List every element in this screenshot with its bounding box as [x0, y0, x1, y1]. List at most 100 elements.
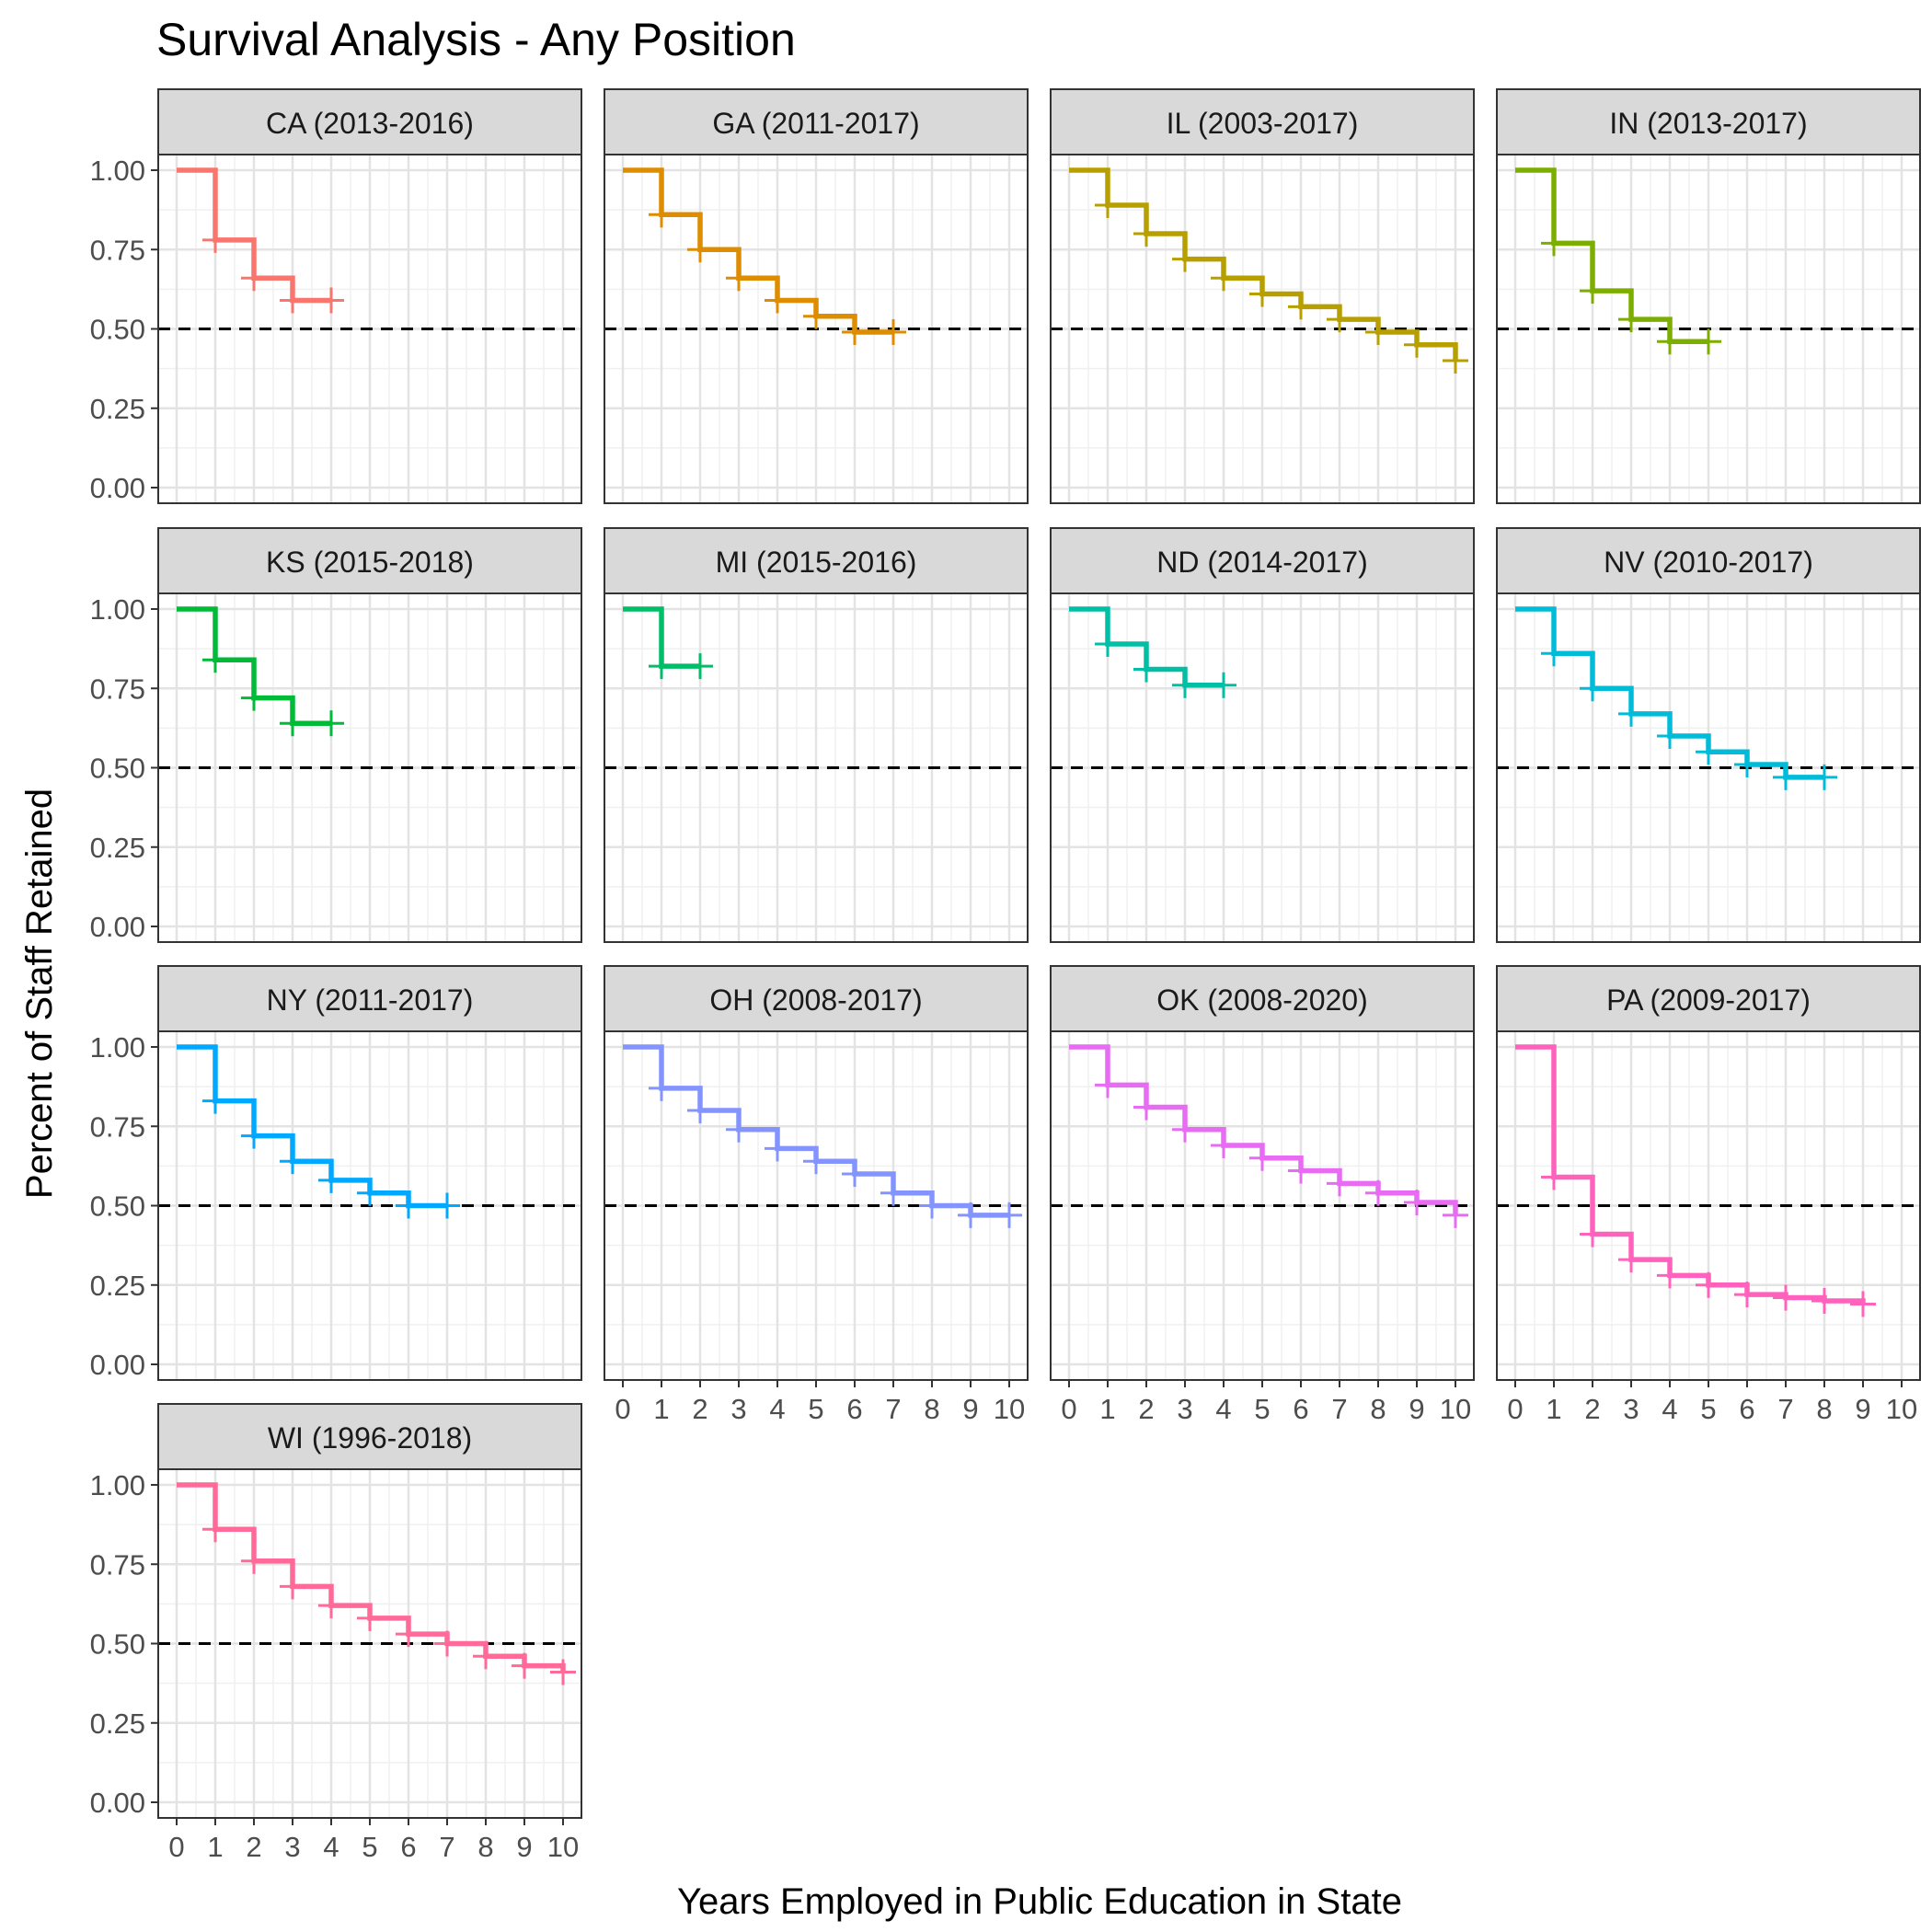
facet-strip-label: IN (2013-2017) — [1609, 107, 1807, 140]
y-tick-label: 0.50 — [90, 1628, 145, 1661]
y-tick-label: 0.75 — [90, 673, 145, 705]
x-tick-label: 6 — [400, 1831, 416, 1863]
facet-strip-label: IL (2003-2017) — [1167, 107, 1359, 140]
x-tick-label: 8 — [1370, 1393, 1386, 1425]
y-tick-label: 0.00 — [90, 1349, 145, 1381]
x-tick-label: 1 — [1546, 1393, 1561, 1425]
facet-strip-label: NV (2010-2017) — [1604, 546, 1813, 579]
facet-panel: OH (2008-2017) 0 1 2 3 4 5 6 7 8 9 10 — [604, 965, 1029, 1425]
facet-strip-label: GA (2011-2017) — [712, 107, 919, 140]
y-tick-label: 0.75 — [90, 234, 145, 266]
facet-strip-label: WI (1996-2018) — [268, 1421, 472, 1455]
x-tick-label: 5 — [808, 1393, 823, 1425]
x-tick-label: 8 — [924, 1393, 939, 1425]
x-tick-label: 3 — [1177, 1393, 1192, 1425]
x-tick-label: 8 — [1816, 1393, 1832, 1425]
y-axis-label: Percent of Staff Retained — [19, 788, 60, 1199]
x-tick-label: 5 — [362, 1831, 377, 1863]
x-tick-label: 10 — [1440, 1393, 1471, 1425]
x-tick-label: 2 — [246, 1831, 261, 1863]
facet-strip — [1496, 965, 1921, 1032]
x-tick-label: 1 — [653, 1393, 669, 1425]
y-tick-label: 0.75 — [90, 1110, 145, 1143]
x-tick-label: 0 — [1507, 1393, 1523, 1425]
panel-border — [1496, 592, 1921, 943]
x-tick-label: 1 — [207, 1831, 223, 1863]
y-tick-label: 0.75 — [90, 1548, 145, 1581]
x-tick-label: 3 — [284, 1831, 300, 1863]
y-tick-label: 0.25 — [90, 393, 145, 425]
x-tick-label: 9 — [962, 1393, 978, 1425]
x-tick-label: 0 — [615, 1393, 630, 1425]
x-tick-label: 4 — [323, 1831, 339, 1863]
y-tick-label: 1.00 — [90, 593, 145, 626]
x-tick-label: 10 — [994, 1393, 1025, 1425]
x-tick-label: 4 — [1662, 1393, 1677, 1425]
panel-border — [1496, 154, 1921, 504]
facet-strip — [157, 1403, 582, 1470]
facet-strip-label: CA (2013-2016) — [266, 107, 474, 140]
facet-strip — [157, 88, 582, 155]
x-tick-label: 0 — [1061, 1393, 1076, 1425]
facet-panels: CA (2013-2016) 0.00 0.25 0.50 0.75 1.00 GA (20… — [90, 88, 1921, 1863]
y-tick-label: 0.25 — [90, 832, 145, 864]
facet-panel: NV (2010-2017) — [1496, 527, 1921, 943]
x-tick-label: 9 — [1855, 1393, 1870, 1425]
facet-strip-label: ND (2014-2017) — [1156, 546, 1367, 579]
facet-panel: WI (1996-2018) 0.00 0.25 0.50 0.75 1.00 0 1 2 3 4 5… — [90, 1403, 582, 1863]
x-tick-label: 8 — [477, 1831, 493, 1863]
x-tick-label: 4 — [1215, 1393, 1231, 1425]
facet-strip-label: OK (2008-2020) — [1156, 983, 1367, 1017]
y-tick-label: 0.00 — [90, 472, 145, 504]
x-tick-label: 9 — [516, 1831, 532, 1863]
y-tick-label: 0.25 — [90, 1270, 145, 1302]
facet-strip — [604, 965, 1029, 1032]
facet-strip-label: PA (2009-2017) — [1606, 983, 1811, 1017]
x-tick-label: 6 — [1293, 1393, 1308, 1425]
facet-panel: OK (2008-2020) 0 1 2 3 4 5 6 7 8 9 10 — [1050, 965, 1475, 1425]
facet-strip — [604, 88, 1029, 155]
x-tick-label: 3 — [1623, 1393, 1639, 1425]
panel-border — [604, 154, 1029, 504]
facet-panel: GA (2011-2017) — [604, 88, 1029, 504]
x-tick-label: 7 — [885, 1393, 901, 1425]
x-tick-label: 7 — [439, 1831, 454, 1863]
facet-panel: ND (2014-2017) — [1050, 527, 1475, 943]
panel-border — [1050, 154, 1475, 504]
facet-panel: NY (2011-2017) 0.00 0.25 0.50 0.75 1.00 — [90, 965, 582, 1381]
facet-panel: KS (2015-2018) 0.00 0.25 0.50 0.75 1.00 — [90, 527, 582, 943]
x-tick-label: 10 — [1886, 1393, 1917, 1425]
facet-strip — [1050, 527, 1475, 594]
x-tick-label: 4 — [769, 1393, 785, 1425]
facet-panel: CA (2013-2016) 0.00 0.25 0.50 0.75 1.00 — [90, 88, 582, 504]
y-tick-label: 1.00 — [90, 1031, 145, 1064]
x-tick-label: 5 — [1254, 1393, 1270, 1425]
x-tick-label: 2 — [692, 1393, 707, 1425]
facet-strip — [1496, 88, 1921, 155]
x-tick-label: 6 — [1739, 1393, 1754, 1425]
y-tick-label: 1.00 — [90, 1469, 145, 1501]
x-tick-label: 7 — [1331, 1393, 1347, 1425]
panel-border — [1050, 592, 1475, 943]
x-tick-label: 9 — [1409, 1393, 1424, 1425]
facet-strip-label: NY (2011-2017) — [267, 983, 474, 1017]
facet-panel: PA (2009-2017) 0 1 2 3 4 5 6 7 8 9 10 — [1496, 965, 1921, 1425]
panel-border — [604, 592, 1029, 943]
chart-title: Survival Analysis - Any Position — [156, 14, 796, 65]
facet-strip — [1050, 88, 1475, 155]
facet-panel: MI (2015-2016) — [604, 527, 1029, 943]
x-tick-label: 3 — [730, 1393, 746, 1425]
facet-strip — [1050, 965, 1475, 1032]
x-tick-label: 6 — [846, 1393, 862, 1425]
y-tick-label: 0.00 — [90, 1787, 145, 1819]
facet-panel: IN (2013-2017) — [1496, 88, 1921, 504]
facet-strip-label: KS (2015-2018) — [266, 546, 474, 579]
x-tick-label: 2 — [1584, 1393, 1600, 1425]
x-tick-label: 10 — [547, 1831, 579, 1863]
facet-strip-label: OH (2008-2017) — [709, 983, 922, 1017]
facet-panel: IL (2003-2017) — [1050, 88, 1475, 504]
facet-strip — [1496, 527, 1921, 594]
y-tick-label: 0.50 — [90, 1190, 145, 1223]
facet-strip-label: MI (2015-2016) — [716, 546, 917, 579]
